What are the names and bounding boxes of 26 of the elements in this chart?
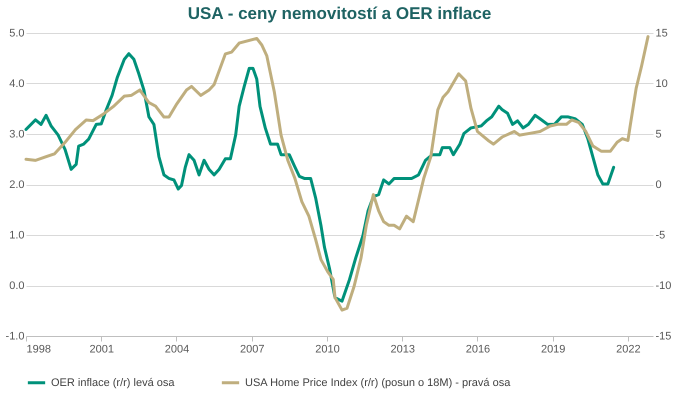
y-tick-label: 0.0 bbox=[9, 280, 24, 292]
y-tick-label: 1.0 bbox=[9, 230, 24, 242]
x-tick-label: 2004 bbox=[164, 344, 190, 356]
x-tick-label: 1998 bbox=[26, 344, 51, 356]
y2-tick-label: 15 bbox=[656, 28, 668, 40]
x-tick-label: 2019 bbox=[540, 344, 566, 356]
y-tick-label: 3.0 bbox=[9, 128, 24, 140]
y-tick-label: 2.0 bbox=[9, 179, 24, 191]
y-tick-label: -1.0 bbox=[6, 330, 24, 342]
x-tick-label: 2007 bbox=[240, 344, 264, 356]
x-tick-label: 2016 bbox=[466, 344, 490, 356]
x-tick-label: 2010 bbox=[315, 344, 340, 356]
y2-tick-label: 10 bbox=[656, 78, 668, 90]
y-tick-label: 4.0 bbox=[9, 78, 24, 90]
x-tick-label: 2001 bbox=[90, 344, 114, 356]
y2-tick-label: -10 bbox=[656, 280, 672, 292]
x-tick-label: 2013 bbox=[390, 344, 415, 356]
y-tick-label: 5.0 bbox=[9, 28, 24, 40]
legend-label: OER inflace (r/r) levá osa bbox=[51, 376, 176, 389]
y2-tick-label: -15 bbox=[656, 330, 672, 342]
x-tick-label: 2022 bbox=[616, 344, 641, 356]
y2-tick-label: 0 bbox=[656, 179, 662, 191]
legend-label: USA Home Price Index (r/r) (posun o 18M) - pravá osa bbox=[245, 376, 512, 389]
y2-tick-label: 5 bbox=[656, 128, 662, 140]
y2-tick-label: -5 bbox=[656, 230, 666, 242]
chart-title: USA - ceny nemovitostí a OER inflace bbox=[188, 4, 492, 23]
